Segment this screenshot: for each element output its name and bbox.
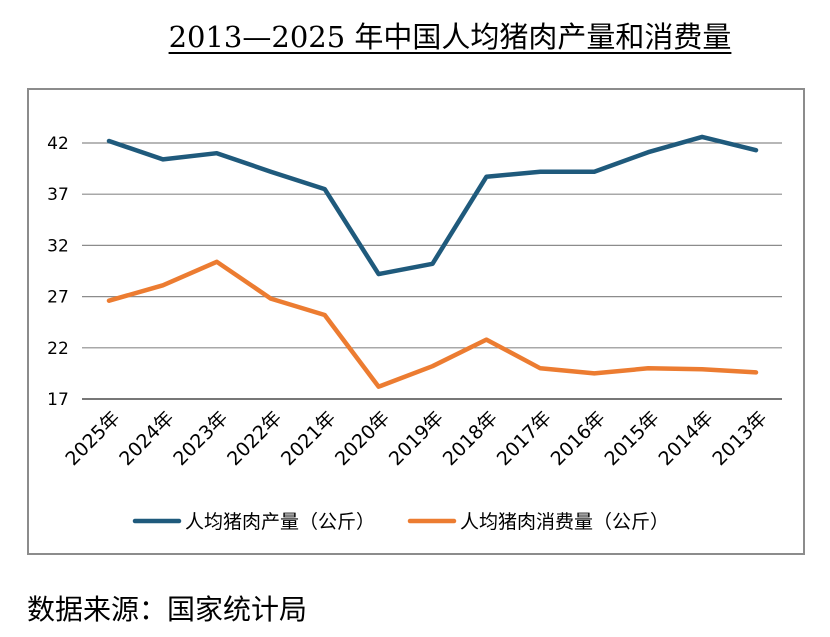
y-tick-label: 32 bbox=[47, 236, 69, 256]
x-tick-label: 2025年 bbox=[61, 407, 124, 470]
series-line-0 bbox=[106, 134, 759, 277]
y-tick-label: 27 bbox=[47, 288, 69, 308]
x-tick-label: 2024年 bbox=[115, 407, 178, 470]
grid-lines bbox=[82, 142, 782, 400]
x-tick-label: 2023年 bbox=[169, 407, 232, 470]
y-tick-label: 37 bbox=[47, 185, 69, 205]
legend: 人均猪肉产量（公斤） 人均猪肉消费量（公斤） bbox=[132, 511, 669, 533]
x-tick-label: 2020年 bbox=[331, 407, 394, 470]
x-tick-label: 2016年 bbox=[547, 407, 610, 470]
series-line-1 bbox=[106, 259, 759, 389]
x-tick-label: 2017年 bbox=[493, 407, 556, 470]
x-tick-label: 2013年 bbox=[708, 407, 771, 470]
source-note: 数据来源：国家统计局 bbox=[27, 593, 308, 626]
y-tick-label: 22 bbox=[47, 339, 69, 359]
legend-label-1: 人均猪肉消费量（公斤） bbox=[460, 511, 669, 533]
y-axis-ticks: 17 22 27 32 37 42 bbox=[47, 134, 69, 410]
chart-frame bbox=[27, 88, 805, 555]
x-tick-label: 2014年 bbox=[654, 407, 717, 470]
series-lines bbox=[106, 134, 759, 389]
x-tick-label: 2019年 bbox=[385, 407, 448, 470]
x-tick-label: 2015年 bbox=[601, 407, 664, 470]
y-tick-label: 17 bbox=[47, 390, 69, 410]
x-axis-ticks: 2025年2024年2023年2022年2021年2020年2019年2018年… bbox=[61, 407, 771, 470]
x-tick-label: 2018年 bbox=[439, 407, 502, 470]
x-tick-label: 2022年 bbox=[223, 407, 286, 470]
y-tick-label: 42 bbox=[47, 134, 69, 154]
x-tick-label: 2021年 bbox=[277, 407, 340, 470]
chart-title: 2013—2025 年中国人均猪肉产量和消费量 bbox=[168, 20, 732, 54]
legend-label-0: 人均猪肉产量（公斤） bbox=[185, 511, 375, 533]
